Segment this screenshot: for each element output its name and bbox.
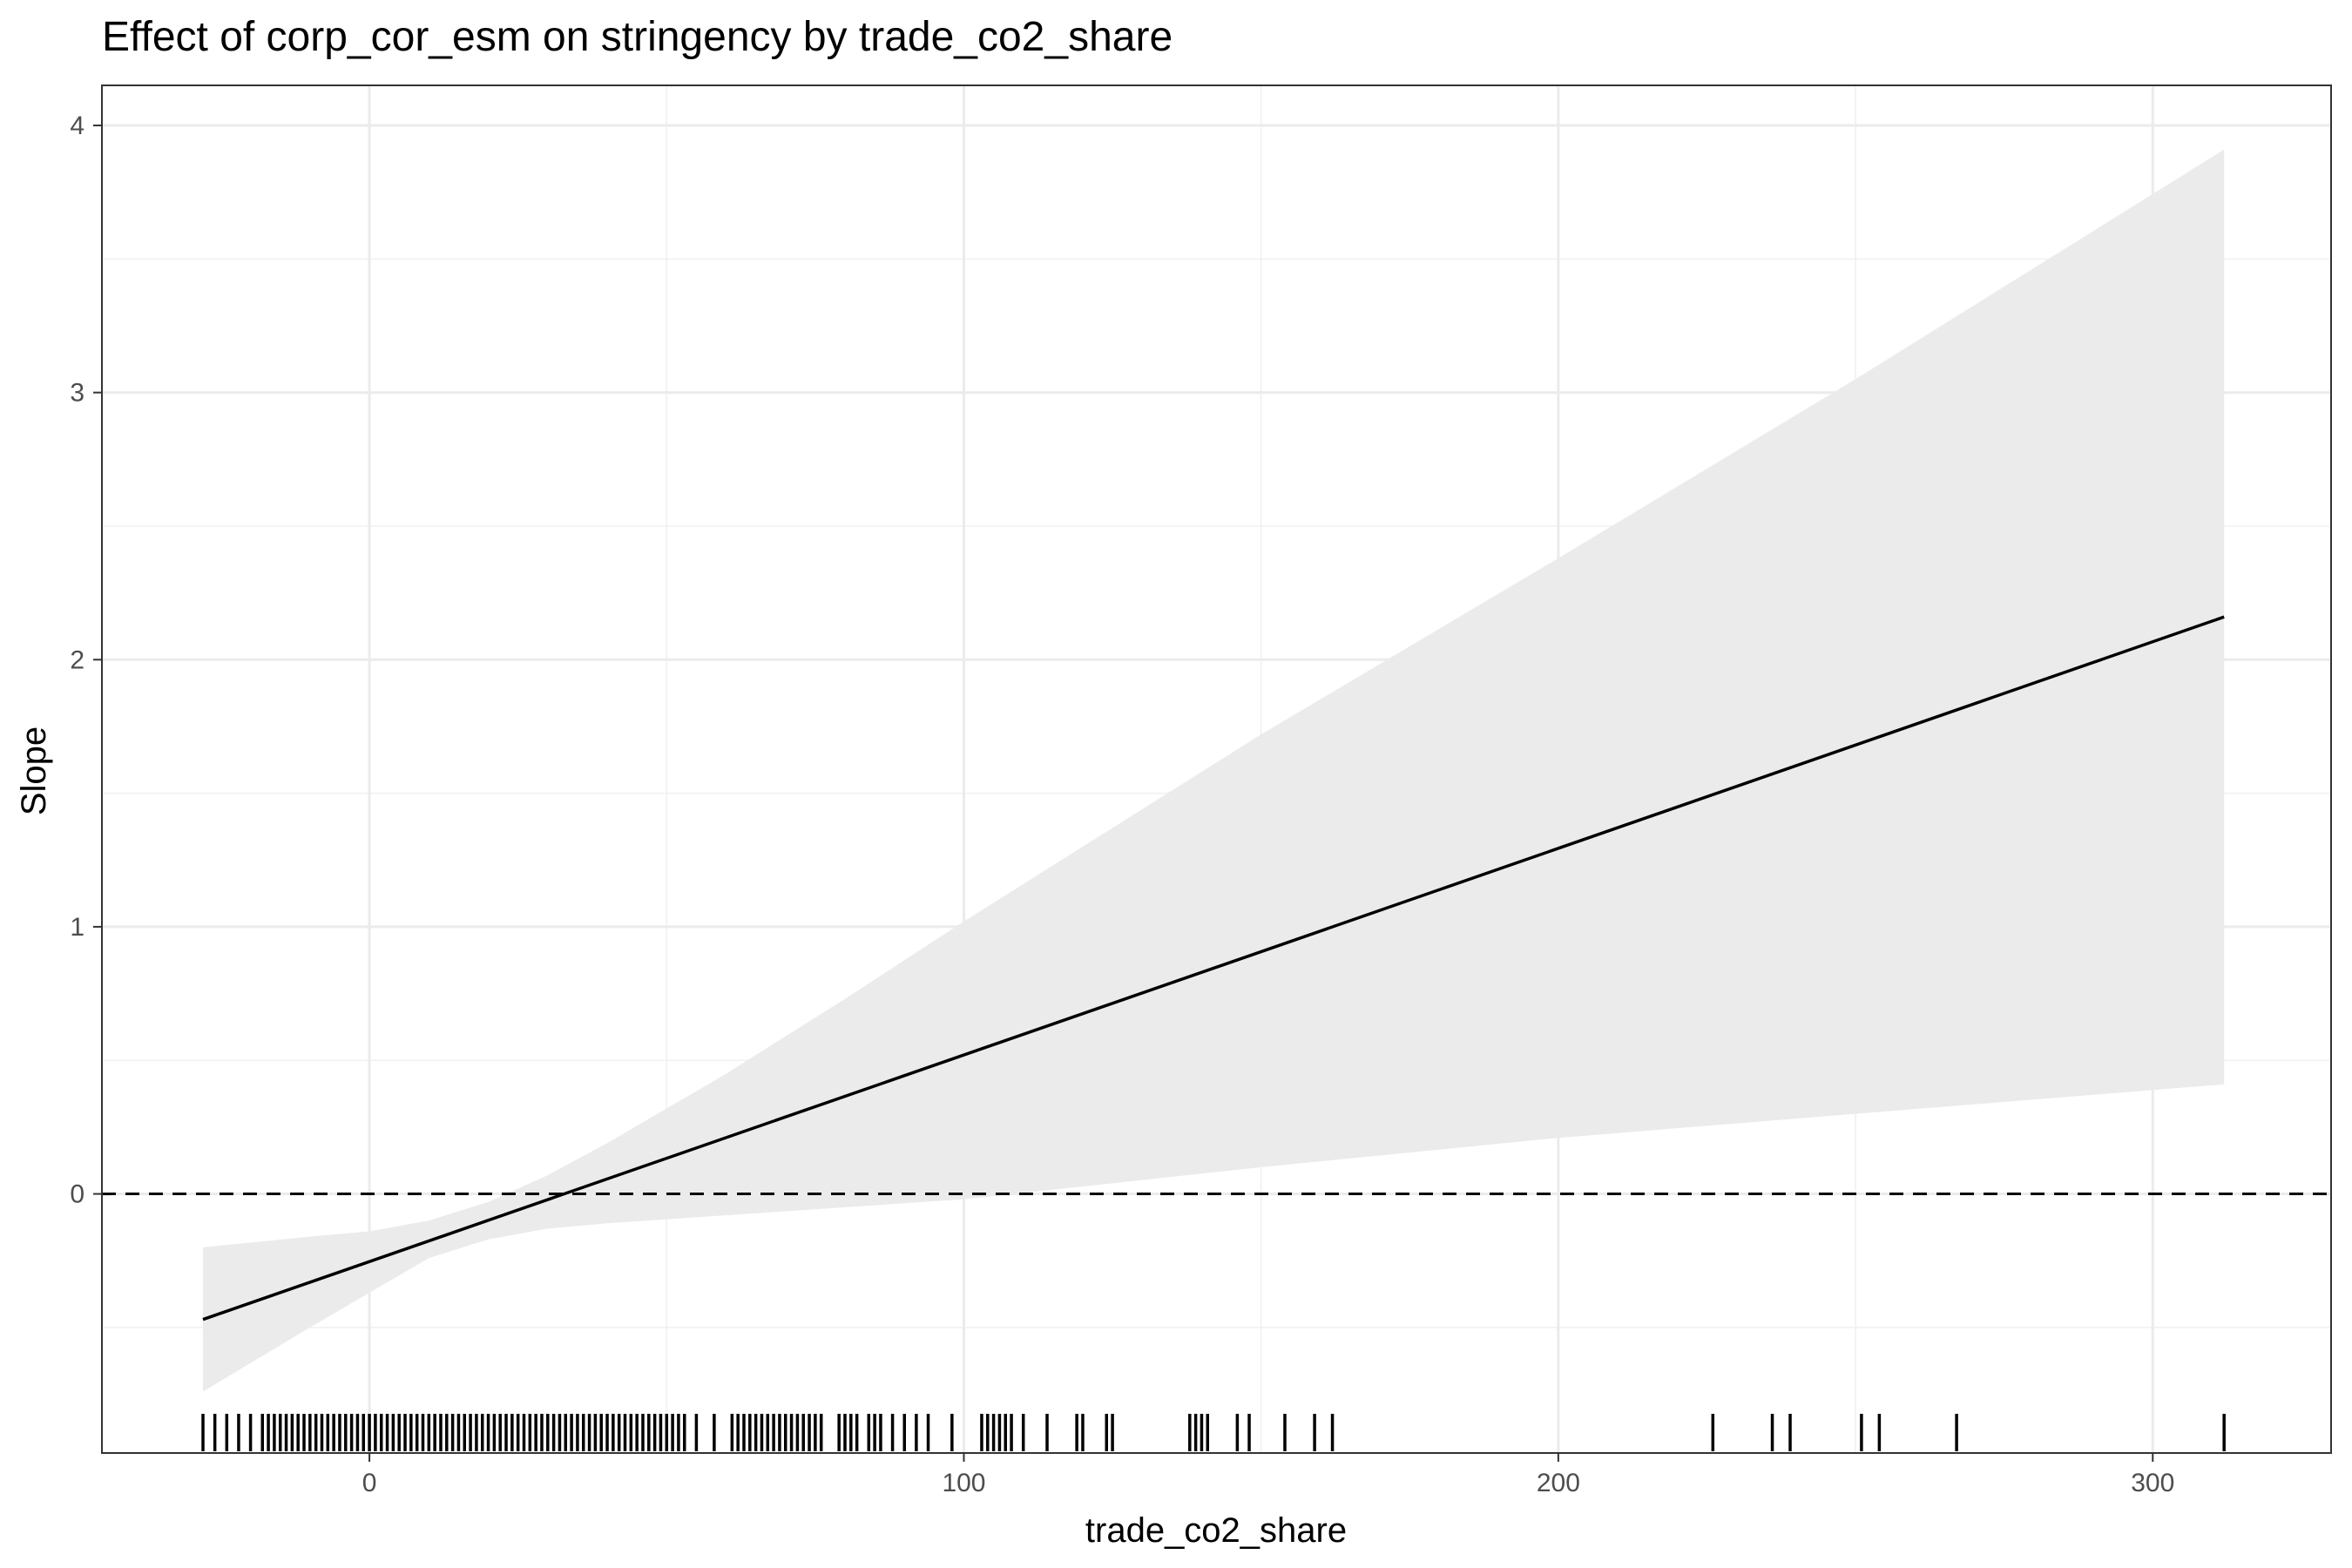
y-tick-label: 2	[70, 645, 84, 674]
y-axis-title: Slope	[15, 727, 53, 815]
chart-title: Effect of corp_cor_esm on stringency by …	[102, 14, 1173, 60]
y-tick-label: 4	[70, 112, 84, 140]
rug-marks	[201, 1414, 2226, 1451]
x-axis-ticks: 0 100 200 300	[362, 1453, 2174, 1497]
y-tick-label: 3	[70, 379, 84, 408]
y-tick-label: 0	[70, 1180, 84, 1209]
x-tick-label: 0	[362, 1469, 377, 1497]
x-tick-label: 100	[942, 1469, 985, 1497]
slope-line	[202, 615, 2225, 1321]
confidence-band	[203, 149, 2225, 1392]
panel-border	[101, 84, 2332, 1454]
x-axis-title: trade_co2_share	[1085, 1511, 1347, 1550]
y-tick-label: 1	[70, 913, 84, 942]
y-axis-ticks: 0 1 2 3 4	[70, 112, 102, 1209]
x-tick-label: 300	[2131, 1469, 2174, 1497]
x-tick-label: 200	[1537, 1469, 1580, 1497]
